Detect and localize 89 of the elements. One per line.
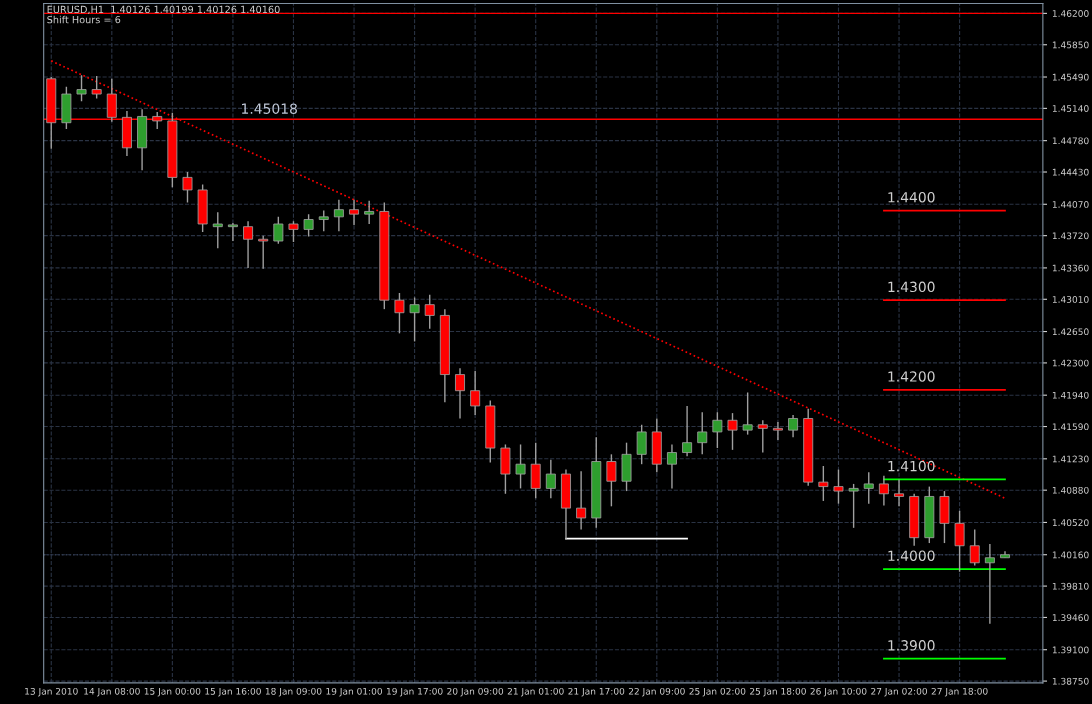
y-tick-label: 1.42300	[1052, 359, 1089, 367]
y-tick-label: 1.45490	[1052, 73, 1089, 81]
x-tick-label: 13 Jan 2010	[25, 687, 78, 697]
candlestick	[515, 443, 526, 490]
x-tick-label: 22 Jan 09:00	[628, 687, 685, 697]
y-tick-label: 1.39100	[1052, 646, 1089, 654]
y-tick-label: 1.46200	[1052, 10, 1089, 17]
x-tick-label: 25 Jan 18:00	[750, 687, 806, 697]
y-tick-label: 1.42650	[1052, 328, 1089, 336]
candlestick	[666, 443, 677, 490]
candlestick	[243, 220, 254, 269]
candlestick	[576, 470, 587, 531]
y-tick-label: 1.39460	[1052, 614, 1089, 622]
y-tick-label: 1.45140	[1052, 105, 1089, 112]
y-tick-label: 1.44070	[1052, 201, 1089, 208]
x-tick-label: 25 Jan 02:00	[689, 687, 746, 697]
series-label: 1.4100	[888, 460, 935, 472]
candlestick	[682, 405, 693, 457]
candlestick	[757, 419, 768, 454]
y-tick-label: 1.40520	[1052, 519, 1089, 527]
y-tick-label: 1.44780	[1052, 137, 1089, 145]
y-tick-label: 1.45850	[1052, 41, 1089, 49]
candlestick	[788, 414, 799, 439]
candlestick	[894, 478, 904, 508]
candlestick	[833, 468, 844, 505]
ref-line-label: 1.45018	[242, 103, 297, 114]
candlestick	[333, 199, 344, 232]
series-label: 1.4200	[888, 371, 935, 382]
x-tick-label: 14 Jan 08:00	[84, 687, 140, 697]
y-tick-label: 1.41230	[1052, 455, 1089, 463]
y-tick-label: 1.43720	[1052, 232, 1089, 240]
y-tick-label: 1.40880	[1052, 486, 1089, 494]
candlestick	[303, 213, 314, 238]
candlestick	[848, 483, 859, 529]
y-tick-label: 1.43360	[1052, 264, 1089, 272]
candlestick	[712, 411, 723, 449]
text: Shift Hours = 6	[47, 15, 121, 24]
y-tick-label: 1.41590	[1052, 423, 1089, 431]
y-tick-label: 1.39810	[1052, 582, 1089, 590]
candlestick	[984, 543, 995, 625]
candlestick	[727, 412, 738, 451]
candlestick	[878, 475, 889, 507]
candlestick	[818, 465, 829, 502]
candlestick	[863, 471, 874, 505]
chart-title: EURUSD,H1 1.40126 1.40199 1.40126 1.40160	[47, 5, 280, 15]
x-tick-label: 21 Jan 17:00	[568, 687, 625, 697]
candlestick	[455, 367, 465, 420]
candlestick	[424, 294, 435, 330]
candlestick	[273, 216, 284, 245]
candlestick	[318, 209, 329, 232]
x-tick-label: 26 Jan 10:00	[810, 687, 867, 697]
y-tick-label: 1.43010	[1052, 296, 1089, 303]
candlestick	[394, 292, 405, 335]
series-label: 1.4400	[888, 191, 935, 203]
candlestick	[742, 391, 753, 436]
series-label: 1.4000	[888, 550, 935, 561]
x-tick-label: 19 Jan 01:00	[326, 687, 383, 697]
x-tick-label: 27 Jan 18:00	[931, 687, 988, 697]
candlestick	[606, 453, 617, 508]
y-tick-label: 1.41940	[1052, 391, 1089, 399]
x-tick-label: 15 Jan 16:00	[205, 687, 261, 697]
x-tick-label: 20 Jan 09:00	[447, 687, 504, 697]
candlestick	[409, 296, 420, 343]
candlestick	[258, 234, 269, 270]
candlestick	[697, 411, 708, 456]
candlestick	[772, 421, 783, 441]
candlestick	[470, 370, 481, 416]
candlestick	[288, 220, 299, 243]
candlestick	[227, 222, 238, 242]
candlestick	[364, 200, 375, 225]
candlestick	[969, 528, 980, 567]
candlestick	[636, 424, 647, 465]
y-tick-label: 1.40160	[1052, 551, 1089, 559]
y-tick-label: 1.44430	[1052, 168, 1089, 176]
candlestick	[545, 459, 556, 499]
x-tick-label: 27 Jan 02:00	[871, 687, 928, 697]
y-tick-label: 1.38750	[1052, 677, 1089, 685]
series-label: 1.3900	[888, 640, 935, 651]
candlestick	[212, 211, 223, 249]
x-tick-label: 15 Jan 00:00	[144, 687, 201, 697]
x-tick-label: 21 Jan 01:00	[507, 687, 564, 697]
x-tick-label: 19 Jan 17:00	[387, 687, 443, 697]
candlestick	[76, 74, 87, 102]
candlestick	[349, 199, 359, 226]
candlestick	[954, 510, 965, 573]
series-label: 1.4300	[888, 281, 935, 293]
candlestick	[91, 75, 102, 100]
x-tick-label: 18 Jan 09:00	[265, 687, 322, 697]
candlestick	[182, 171, 193, 204]
